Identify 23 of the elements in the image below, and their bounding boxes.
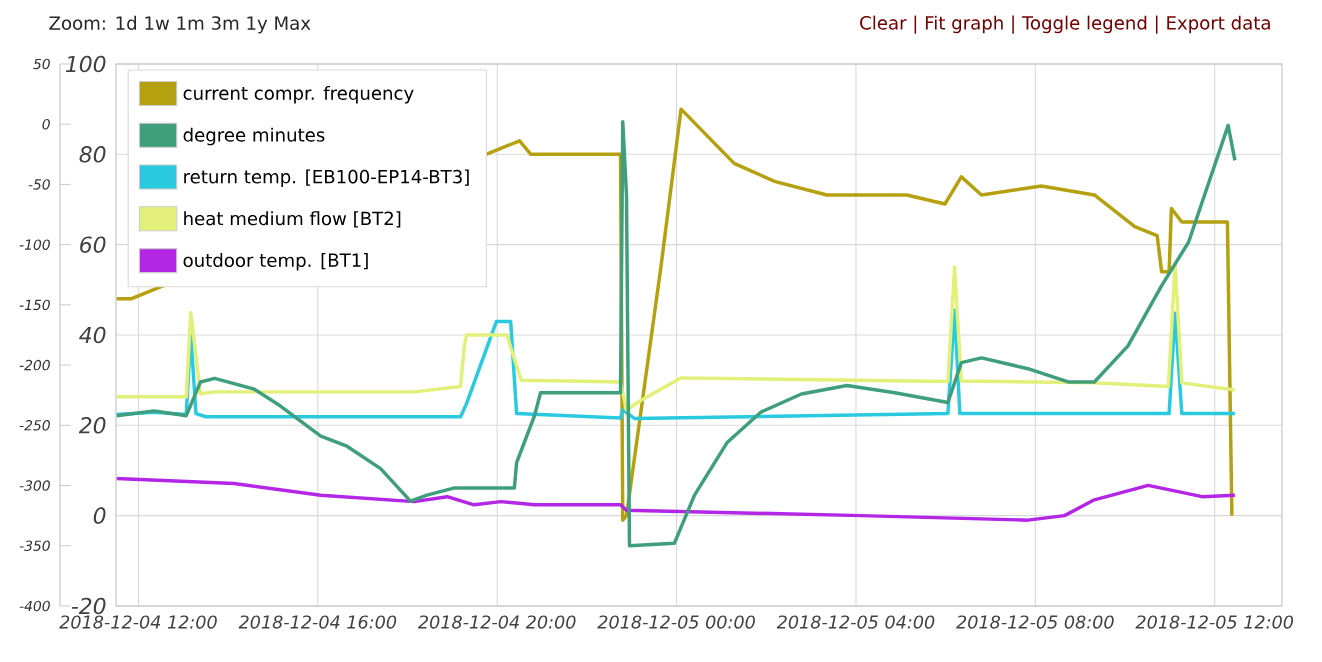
line-series <box>116 308 1237 421</box>
x-tick-label: 2018-12-04 12:00 <box>59 615 217 629</box>
x-tick-label: 2018-12-04 16:00 <box>238 615 397 629</box>
y-tick-label: 20 <box>78 417 106 434</box>
legend-label: outdoor temp. [BT1] <box>183 253 368 271</box>
legend-label: return temp. [EB100-EP14-BT3] <box>184 169 469 188</box>
y-tick-label: 0 <box>93 507 106 524</box>
line-series <box>116 476 1237 522</box>
y-tick-label: 100 <box>65 55 106 73</box>
legend-label: heat medium flow [BT2] <box>184 211 401 228</box>
x-tick-label: 2018-12-05 04:00 <box>776 615 935 629</box>
x-tick-label: 2018-12-05 00:00 <box>597 615 755 629</box>
y-tick-label: 40 <box>79 326 106 344</box>
y-tick-label: -20 <box>71 597 106 615</box>
x-tick-label: 2018-12-04 20:00 <box>417 615 576 629</box>
text: Zoom: 1d 1w 1m 3m 1y Max <box>49 15 311 34</box>
x-tick-label: 2018-12-05 08:00 <box>956 615 1114 629</box>
y-tick-label: 60 <box>80 236 106 253</box>
legend-label: current compr. frequency <box>183 85 414 104</box>
y-tick-label: 80 <box>79 146 106 163</box>
legend-label: degree minutes <box>183 127 325 146</box>
x-tick-label: 2018-12-05 12:00 <box>1135 615 1294 629</box>
text: Clear | Fit graph | Toggle legend | Export data <box>860 15 1270 34</box>
